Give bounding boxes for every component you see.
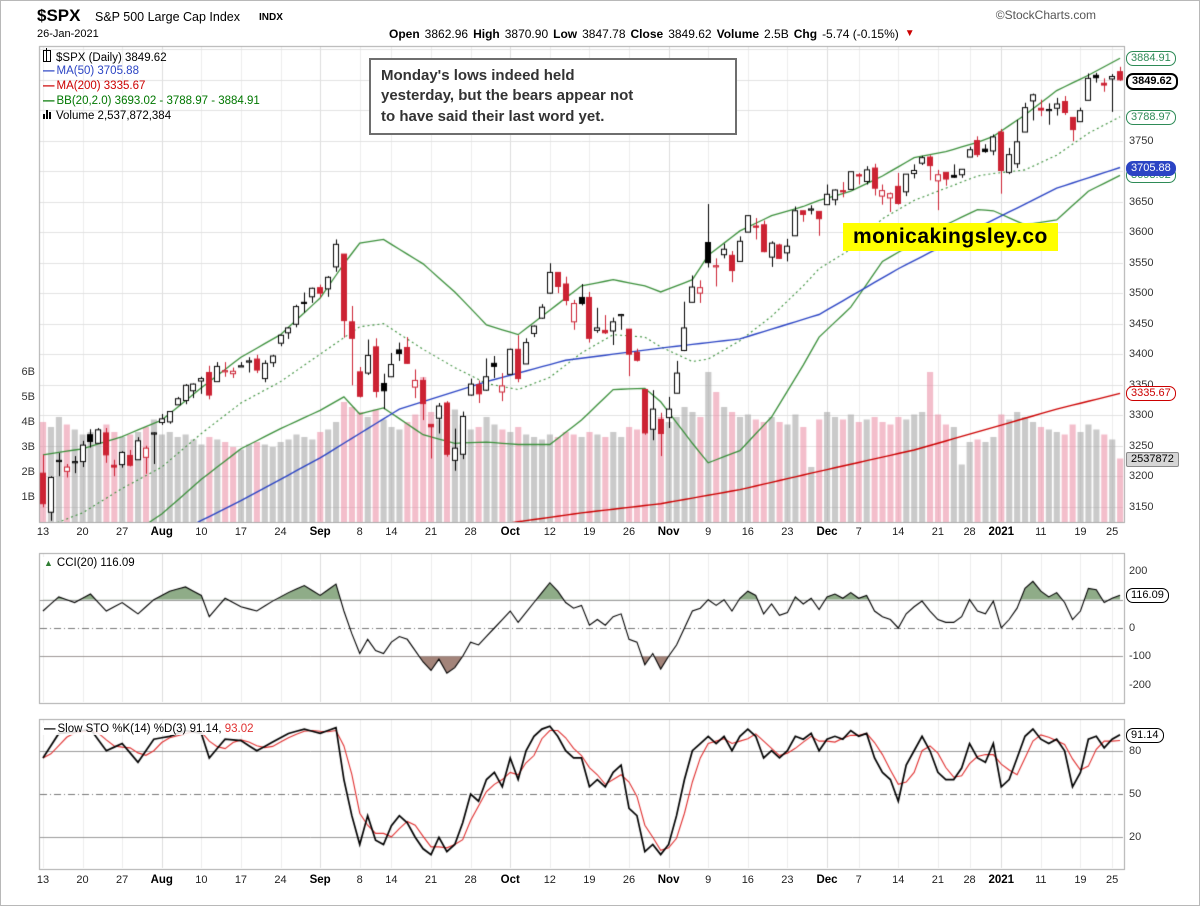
watermark-monicakingsley: monicakingsley.co [843, 223, 1058, 251]
volume-value: 2.5B [764, 27, 789, 41]
candlestick-icon [43, 48, 51, 62]
sto-legend-k: Slow STO %K(14) %D(3) 91.14, [57, 723, 222, 735]
legend-bb-row: — BB(20,2.0) 3693.02 - 3788.97 - 3884.91 [43, 95, 260, 107]
open-label: Open [389, 27, 420, 41]
sto-legend-row: — Slow STO %K(14) %D(3) 91.14, 93.02 [41, 723, 257, 735]
annotation-box: Monday's lows indeed held yesterday, but… [369, 58, 737, 135]
low-label: Low [553, 27, 578, 41]
volume-bars-icon [43, 110, 51, 119]
exchange-label: INDX [259, 12, 283, 23]
close-value: 3849.62 [668, 27, 712, 41]
ma50-line-icon: — [43, 65, 55, 77]
legend-ma200-row: — MA(200) 3335.67 [43, 80, 145, 92]
close-label: Close [630, 27, 664, 41]
bb-line-icon: — [43, 95, 55, 107]
stockcharts-credit: ©StockCharts.com [995, 8, 1096, 22]
symbol: $SPX [37, 6, 81, 25]
legend-bb: BB(20,2.0) 3693.02 - 3788.97 - 3884.91 [56, 95, 260, 107]
sto-line-icon: — [44, 723, 56, 735]
legend-ma50-row: — MA(50) 3705.88 [43, 65, 139, 77]
cci-triangle-icon: ▲ [44, 558, 53, 568]
legend-volume: Volume 2,537,872,384 [56, 110, 172, 122]
open-value: 3862.96 [424, 27, 469, 41]
cci-legend-row: ▲ CCI(20) 116.09 [41, 557, 138, 569]
cci-legend: CCI(20) 116.09 [56, 557, 135, 569]
change-down-arrow-icon: ▼ [904, 28, 915, 39]
chart-date: 26-Jan-2021 [37, 28, 99, 40]
quote-bar: Open 3862.96 High 3870.90 Low 3847.78 Cl… [389, 27, 915, 41]
legend-price: $SPX (Daily) 3849.62 [56, 52, 167, 64]
legend-ma200: MA(200) 3335.67 [56, 80, 146, 92]
legend-price-row: $SPX (Daily) 3849.62 [43, 48, 167, 64]
low-value: 3847.78 [582, 27, 626, 41]
index-name: S&P 500 Large Cap Index [95, 10, 241, 24]
chg-value: -5.74 (-0.15%) [822, 27, 899, 41]
high-value: 3870.90 [504, 27, 549, 41]
legend-ma50: MA(50) 3705.88 [56, 65, 139, 77]
legend-volume-row: Volume 2,537,872,384 [43, 110, 171, 122]
high-label: High [473, 27, 500, 41]
volume-label: Volume [716, 27, 760, 41]
ma200-line-icon: — [43, 80, 55, 92]
sto-legend-d: 93.02 [224, 723, 254, 735]
chg-label: Chg [793, 27, 818, 41]
